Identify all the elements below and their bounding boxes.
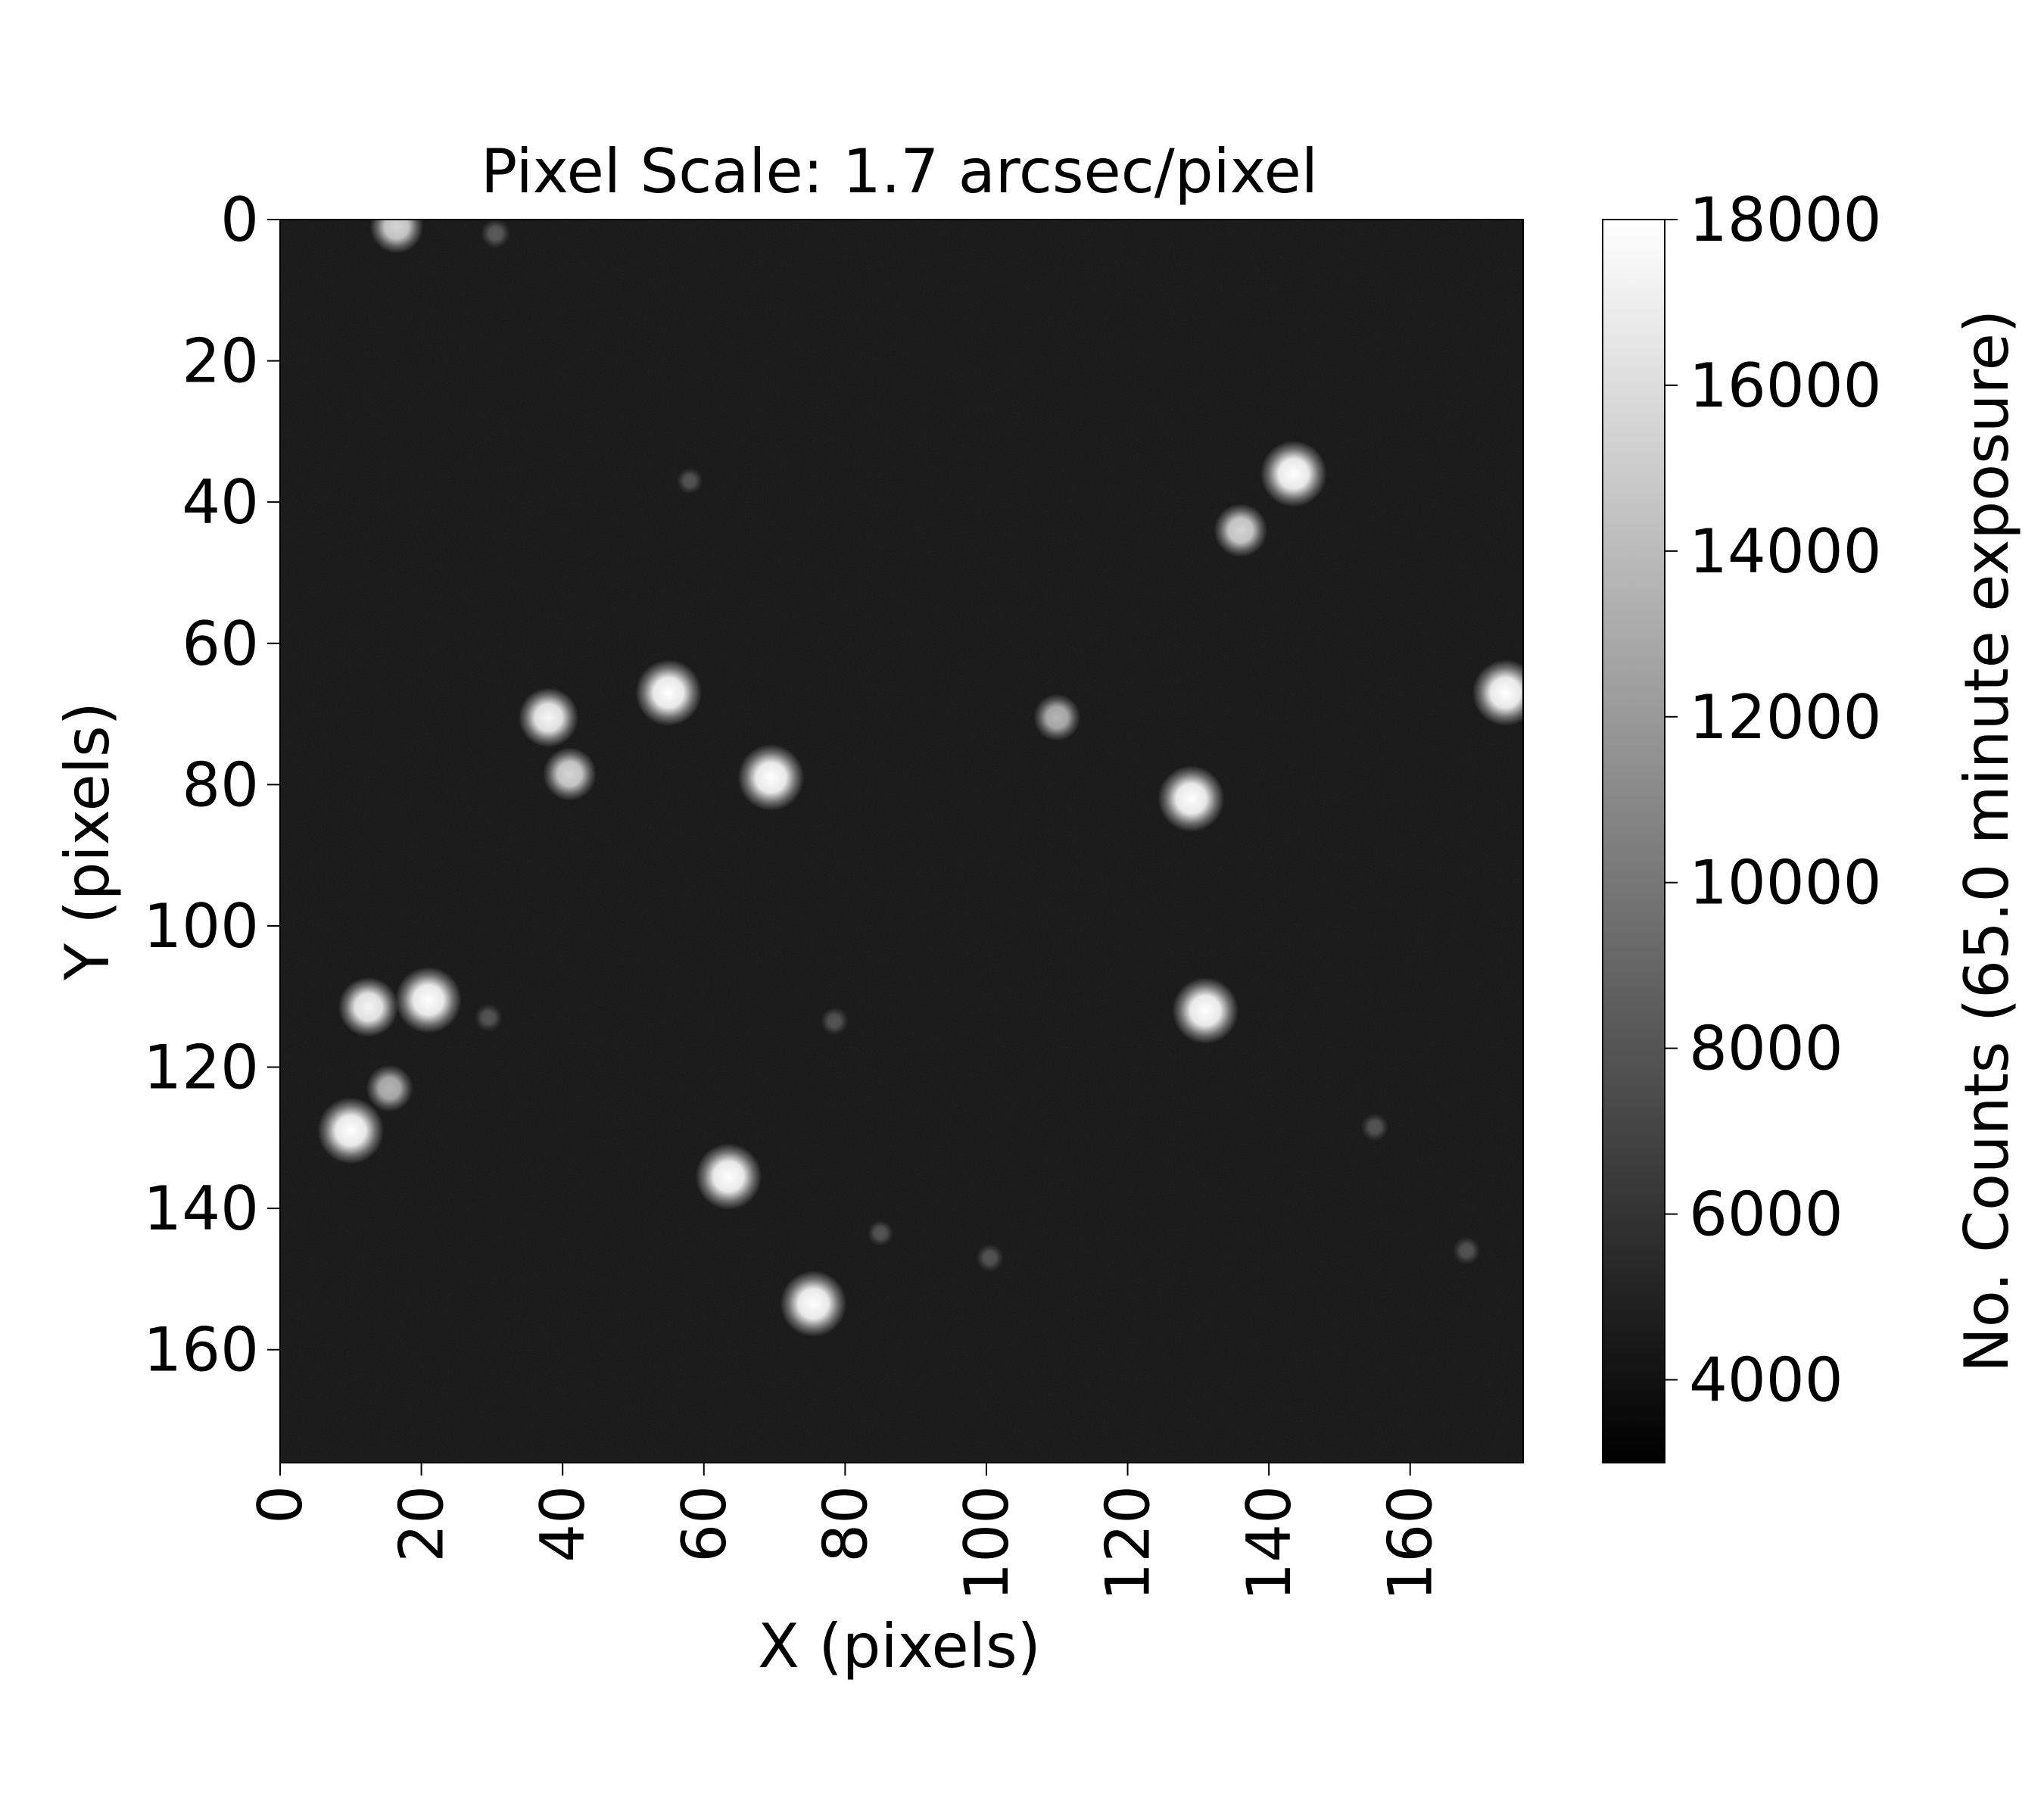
y-tick-label: 120 <box>143 1033 259 1103</box>
star-source <box>821 1007 849 1036</box>
star-source <box>474 1003 503 1032</box>
y-tick-label: 100 <box>143 891 259 961</box>
star-source <box>1360 1113 1389 1142</box>
y-tick-label: 160 <box>143 1315 259 1385</box>
y-axis-label: Y (pixels) <box>52 702 123 981</box>
image-noise <box>280 220 1523 1463</box>
star-source <box>543 747 597 801</box>
colorbar-label: No. Counts (65.0 minute exposure) <box>1952 310 2022 1373</box>
star-source <box>518 687 579 748</box>
x-tick-label: 60 <box>669 1485 740 1563</box>
star-source <box>395 967 462 1033</box>
star-source <box>1158 765 1225 832</box>
x-axis-label: X (pixels) <box>758 1611 1041 1681</box>
star-source <box>695 1143 762 1211</box>
x-tick-label: 160 <box>1376 1485 1446 1601</box>
colorbar-tick-label: 12000 <box>1689 682 1882 753</box>
colorbar-tick-label: 4000 <box>1689 1345 1843 1416</box>
star-source <box>737 744 805 811</box>
star-source <box>1260 441 1327 507</box>
star-source <box>1472 659 1539 726</box>
image-area <box>279 200 1539 1463</box>
colorbar-tick-label: 10000 <box>1689 848 1882 918</box>
star-source <box>867 1220 894 1246</box>
x-tick-label: 100 <box>952 1485 1022 1601</box>
colorbar-tick-label: 8000 <box>1689 1014 1843 1084</box>
x-tick-label: 20 <box>387 1485 457 1563</box>
y-tick-label: 0 <box>220 185 259 255</box>
colorbar-tick-label: 16000 <box>1689 351 1882 421</box>
x-tick-label: 140 <box>1234 1485 1304 1601</box>
y-axis-ticks: 0 20 40 60 80 100 120 140 160 <box>143 185 280 1385</box>
x-tick-label: 40 <box>528 1485 598 1563</box>
star-source <box>1214 503 1268 557</box>
colorbar-tick-label: 18000 <box>1689 185 1882 255</box>
star-source <box>317 1097 385 1164</box>
star-source <box>780 1270 847 1337</box>
x-axis-ticks: 0 20 40 60 80 100 120 140 160 <box>245 1463 1446 1601</box>
star-source <box>635 659 702 726</box>
y-tick-label: 20 <box>182 326 259 397</box>
colorbar: 4000 6000 8000 10000 12000 14000 16000 18000 No… <box>1602 185 2022 1463</box>
y-tick-label: 60 <box>182 609 259 679</box>
colorbar-ticks: 4000 6000 8000 10000 12000 14000 16000 18000 <box>1665 185 1882 1416</box>
star-source <box>676 468 703 494</box>
star-source <box>1172 977 1239 1044</box>
star-source <box>1033 693 1081 741</box>
y-tick-label: 40 <box>182 467 259 538</box>
star-source <box>338 977 399 1037</box>
x-tick-label: 80 <box>810 1485 880 1563</box>
x-tick-label: 0 <box>245 1485 316 1524</box>
star-source <box>976 1244 1004 1272</box>
star-source <box>369 200 424 254</box>
colorbar-gradient <box>1602 219 1665 1463</box>
star-source <box>366 1064 413 1112</box>
chart-title: Pixel Scale: 1.7 arcsec/pixel <box>481 136 1318 207</box>
colorbar-tick-label: 6000 <box>1689 1180 1843 1250</box>
star-source <box>1453 1236 1481 1265</box>
sources-layer <box>317 200 1539 1337</box>
image-frame <box>279 219 1524 1463</box>
colorbar-tick-label: 14000 <box>1689 516 1882 587</box>
star-source <box>481 219 510 248</box>
y-tick-label: 80 <box>182 750 259 820</box>
x-tick-label: 120 <box>1093 1485 1164 1601</box>
y-tick-label: 140 <box>143 1173 259 1244</box>
